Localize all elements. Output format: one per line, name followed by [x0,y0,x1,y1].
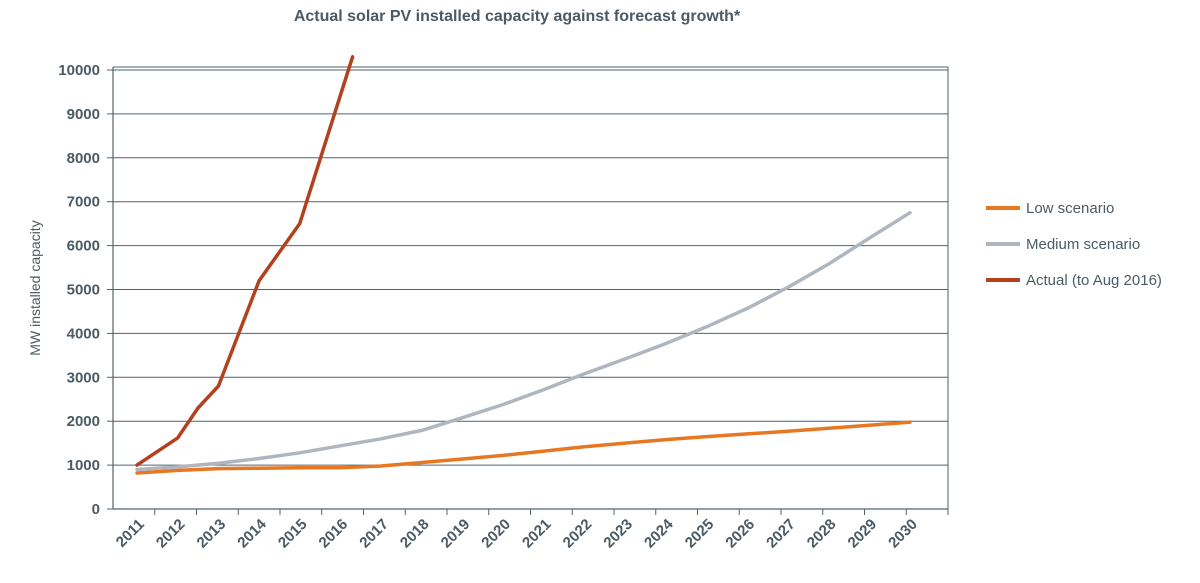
x-tick-label: 2026 [722,516,758,552]
x-tick-label: 2021 [519,516,555,552]
legend-label: Actual (to Aug 2016) [1026,271,1162,289]
x-tick-label: 2015 [275,516,311,552]
x-tick-label: 2012 [153,516,189,552]
y-tick-label: 6000 [67,238,100,255]
x-tick-label: 2027 [763,516,799,552]
legend-label: Medium scenario [1026,235,1141,253]
legend-item: Low scenario [986,190,1162,226]
y-tick-label: 8000 [67,150,100,167]
legend-item: Medium scenario [986,226,1162,262]
series-lines [135,55,912,475]
y-tick-label: 3000 [67,369,100,386]
legend: Low scenario Medium scenario Actual (to Au… [986,190,1162,298]
y-tick-label: 5000 [67,282,100,299]
x-tick-label: 2017 [356,516,392,552]
y-tick-label: 0 [92,501,100,518]
chart-title: Actual solar PV installed capacity again… [293,8,741,25]
series-line [135,55,355,467]
y-tick-label: 4000 [67,325,100,342]
x-tick-label: 2022 [560,516,596,552]
x-tick-label: 2023 [600,516,636,552]
axes [107,66,949,515]
y-tick-label: 1000 [67,457,100,474]
y-tick-label: 7000 [67,194,100,211]
legend-item: Actual (to Aug 2016) [986,262,1162,298]
x-tick-label: 2011 [113,516,148,551]
series-line [135,420,912,475]
x-tick-label: 2025 [682,516,718,552]
gridlines [113,69,948,466]
x-tick-labels: 2011 2012 2013 2014 2015 2016 2017 2018 2019 2020… [113,515,921,551]
y-tick-labels: 0 1000 2000 3000 4000 5000 6000 7000 8000 9000 100… [58,62,100,518]
y-tick-label: 2000 [67,413,100,430]
legend-swatch [986,242,1020,246]
x-tick-label: 2016 [316,516,352,552]
x-tick-label: 2030 [885,516,921,552]
x-tick-label: 2019 [438,516,474,552]
legend-label: Low scenario [1026,199,1115,217]
x-tick-label: 2018 [397,516,433,552]
series-line [135,210,912,472]
x-tick-label: 2028 [804,516,840,552]
y-axis-label: MW installed capacity [27,220,43,355]
legend-swatch [986,206,1020,210]
y-tick-label: 10000 [58,62,100,79]
x-tick-label: 2013 [194,516,230,552]
legend-swatch [986,278,1020,282]
x-tick-label: 2029 [845,516,881,552]
y-tick-label: 9000 [67,106,100,123]
x-tick-label: 2020 [478,516,514,552]
x-tick-label: 2024 [641,515,677,551]
x-tick-label: 2014 [234,515,270,551]
